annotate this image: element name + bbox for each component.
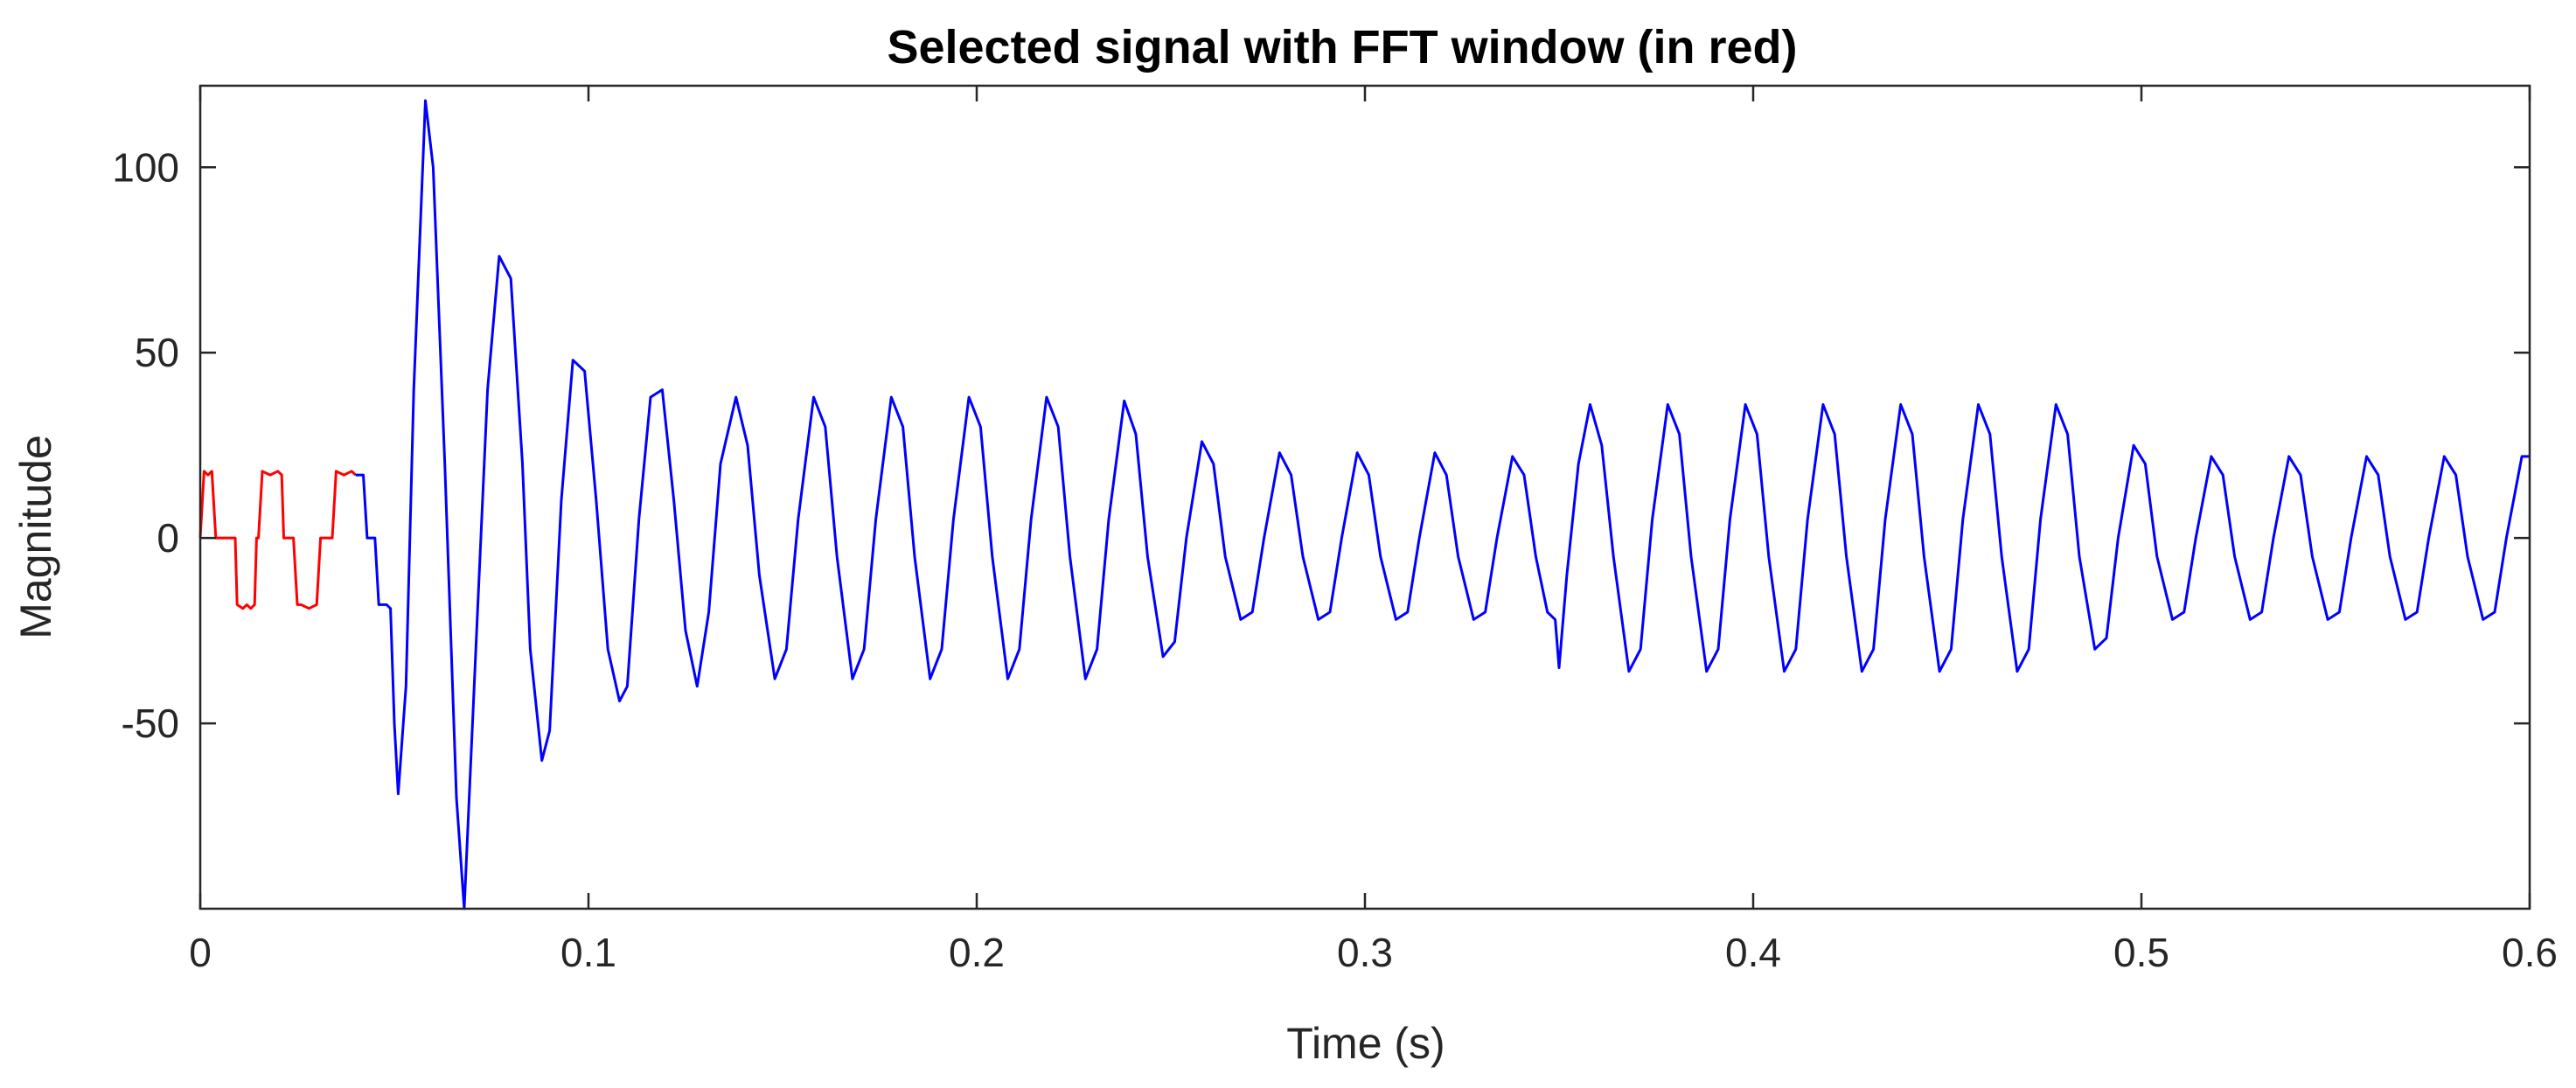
y-tick-label: 0 [157, 515, 179, 561]
x-tick-label: 0.6 [2502, 930, 2558, 975]
x-tick-label: 0.3 [1337, 930, 1393, 975]
plot-area: 0 0.1 0.2 0.3 0.4 0.5 0.6 -50 0 50 100 [112, 84, 2558, 975]
y-tick-label: 50 [135, 330, 179, 375]
x-tick-label: 0.5 [2113, 930, 2169, 975]
series-line-fft-window [198, 470, 357, 610]
y-axis-label: Magnitude [11, 435, 60, 639]
x-tick-label: 0.2 [949, 930, 1005, 975]
y-tick-label: -50 [122, 701, 179, 746]
x-tick-label: 0.4 [1725, 930, 1781, 975]
x-tick-label: 0 [189, 930, 212, 975]
series-line-signal [355, 99, 2530, 910]
x-axis-label: Time (s) [1286, 1019, 1445, 1068]
series-layer [198, 99, 2530, 910]
chart-title: Selected signal with FFT window (in red) [887, 21, 1797, 73]
ticks-layer: 0 0.1 0.2 0.3 0.4 0.5 0.6 -50 0 50 100 [112, 86, 2558, 975]
axes-box [198, 84, 2531, 910]
x-tick-label: 0.1 [560, 930, 616, 975]
y-tick-label: 100 [112, 144, 179, 190]
